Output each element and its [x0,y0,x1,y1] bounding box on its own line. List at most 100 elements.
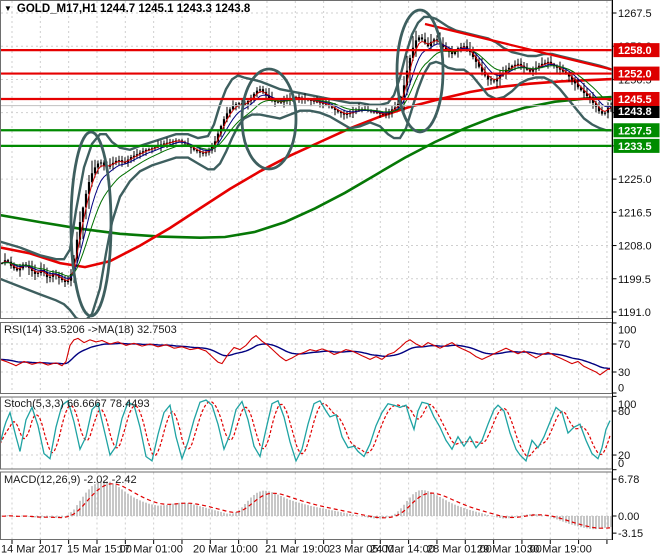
candle-body [192,147,196,150]
candle-body [18,268,22,271]
candle-body [120,160,124,163]
rsi-line [0,334,611,376]
candle-body [84,193,88,208]
price-axis[interactable]: 1267.51259.01250.51242.01233.51225.01216… [612,8,652,540]
candle-body [81,207,85,223]
candle-body [237,103,241,105]
candle-body [15,268,19,271]
candle-body [225,113,229,120]
analysis-ellipse[interactable] [240,67,298,171]
candle-body [60,277,64,281]
resistance-badge-bg [613,91,660,106]
candle-body [600,111,604,114]
candle-body [162,143,166,145]
time-axis-label: 21 Mar 19:00 [265,544,330,556]
rsi-axis-label: 70 [618,339,630,351]
price-axis-label: 1191.0 [618,307,651,319]
candle-body [573,79,577,84]
price-axis-label: 1216.5 [618,207,652,219]
candle-body [519,63,523,66]
candle-body [333,107,337,110]
resistance-badge: 1252.0 [618,69,652,81]
candle-body [6,260,10,262]
analysis-ellipse[interactable] [69,130,113,318]
candle-body [558,67,562,70]
candle-body [198,151,202,153]
price-level-badges: 1243.8 1258.0 1252.0 1245.5 1237.5 1233.5 [613,43,660,153]
candle-body [504,69,508,73]
candle-body [450,52,454,55]
candle-body [561,69,565,72]
main-chart-panel[interactable] [0,8,612,322]
candle-body [117,160,121,162]
rsi-panel[interactable] [0,334,612,376]
candle-body [204,152,208,154]
candle-body [336,109,340,112]
candle-body [138,152,142,155]
candle-body [132,155,136,158]
macd-panel[interactable] [1,480,612,530]
candle-body [549,61,553,64]
candle-body [465,46,469,50]
candle-body [405,70,409,86]
time-axis-label: 15 Mar 15:00 [67,544,132,556]
candle-body [540,63,544,66]
time-axis-label: 30 Mar 19:00 [527,544,592,556]
candle-body [147,149,151,151]
candle-body [576,83,580,88]
candle-body [459,47,463,49]
candle-body [528,69,532,72]
descending-trendline [424,22,612,71]
candle-body [480,66,484,72]
candle-body [411,47,415,58]
bollinger-lower-band [0,60,612,319]
macd-axis-label: -3.15 [618,528,643,540]
candle-body [429,41,433,47]
candle-body [78,222,82,240]
candle-body [93,167,97,174]
candle-body [201,152,205,154]
candle-body [342,113,346,115]
support-badge-bg [613,138,660,153]
time-axis-label: 28 Mar 01:00 [427,544,492,556]
candle-body [582,90,586,94]
support-badge: 1237.5 [618,125,652,137]
candle-body [591,98,595,103]
candle-body [543,62,547,64]
candle-body [531,69,535,72]
candle-body [90,173,94,183]
candle-body [258,89,262,91]
rsi-label: RSI(14) 33.5206 ->MA(18) 32.7503 [4,324,177,336]
current-price-badge-bg [613,104,660,118]
stochastic-panel[interactable] [0,399,612,463]
candle-body [594,102,598,107]
resistance-badge-bg [613,43,660,58]
candle-body [222,119,226,127]
candle-body [114,160,118,163]
candle-body [513,64,517,66]
bollinger-upper-band [0,15,612,261]
candle-body [432,39,436,42]
candle-body [231,106,235,110]
candle-body [579,87,583,91]
macd-axis-label: 6.78 [618,474,639,486]
candle-body [75,239,79,259]
grid-lines [1,1,612,539]
symbol-dropdown-icon[interactable]: ▼ [4,3,12,13]
candle-body [474,56,478,62]
candle-body [102,162,106,166]
candle-body [471,52,475,57]
candle-body [462,46,466,48]
candle-body [255,90,259,94]
candle-body [129,157,133,160]
candle-body [276,101,280,103]
candle-body [585,93,589,97]
rsi-axis-label: 30 [618,367,630,379]
current-price-badge: 1243.8 [618,106,652,118]
analysis-ellipse[interactable] [395,8,445,134]
stoch-axis-label: 100 [618,399,636,411]
candle-body [417,37,421,41]
